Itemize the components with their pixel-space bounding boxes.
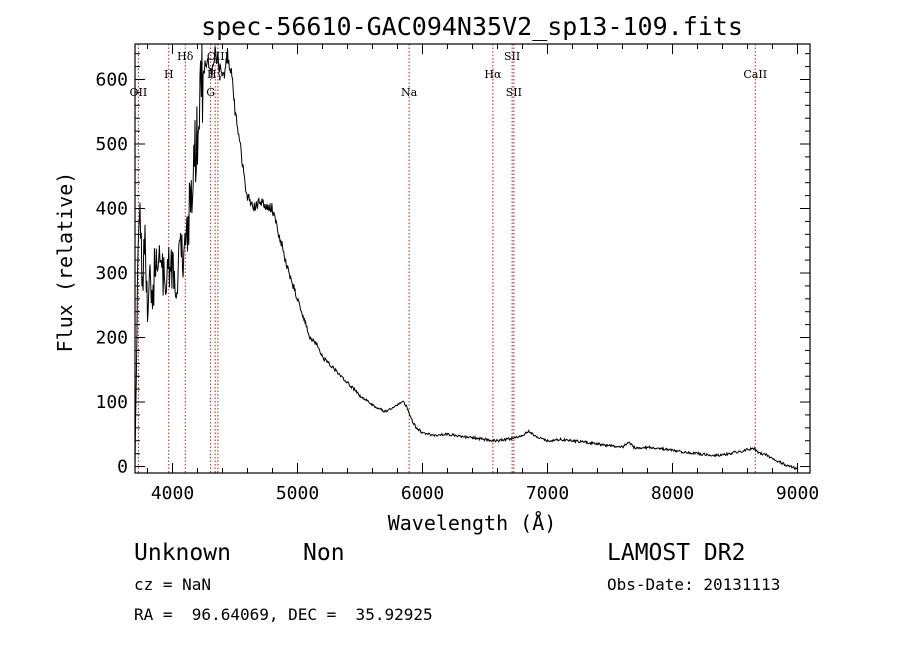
y-tick-label: 200	[95, 328, 128, 349]
x-tick-label: 5000	[276, 483, 319, 504]
survey-name: LAMOST DR2	[607, 540, 746, 566]
observation-date: Obs-Date: 20131113	[607, 575, 781, 594]
chart-title: spec-56610-GAC094N35V2_sp13-109.fits	[201, 12, 743, 41]
x-tick-label: 8000	[651, 483, 694, 504]
y-tick-label: 300	[95, 263, 128, 284]
y-tick-label: 400	[95, 199, 128, 220]
x-tick-label: 7000	[526, 483, 569, 504]
spectral-line-label: Hδ	[177, 50, 194, 63]
redshift-cz: cz = NaN	[134, 575, 212, 594]
spectral-line-label: SII	[506, 86, 522, 99]
y-tick-label: 500	[95, 134, 128, 155]
spectral-line-label: H	[164, 68, 174, 81]
spectral-line-label: G	[206, 86, 215, 99]
y-tick-label: 0	[117, 457, 128, 478]
y-axis-label: Flux (relative)	[53, 172, 77, 353]
object-class: Unknown	[134, 540, 231, 566]
spectral-line-label: Hα	[484, 68, 502, 81]
object-subclass: Non	[303, 540, 345, 566]
coordinates: RA = 96.64069, DEC = 35.92925	[134, 605, 433, 624]
x-tick-label: 4000	[151, 483, 194, 504]
plot-frame	[134, 43, 811, 474]
spectral-line-label: CaII	[743, 68, 767, 81]
x-axis-label: Wavelength (Å)	[388, 511, 557, 535]
y-tick-label: 100	[95, 392, 128, 413]
x-tick-label: 9000	[776, 483, 819, 504]
x-tick-label: 6000	[401, 483, 444, 504]
spectral-line-label: Na	[401, 86, 418, 99]
axes: 4000 5000 6000 7000 8000 9000 0 100 200 300 400 500…	[95, 44, 819, 504]
y-tick-label: 600	[95, 69, 128, 90]
spectral-line-label: SII	[504, 50, 520, 63]
spectrum-series-line	[134, 44, 798, 471]
